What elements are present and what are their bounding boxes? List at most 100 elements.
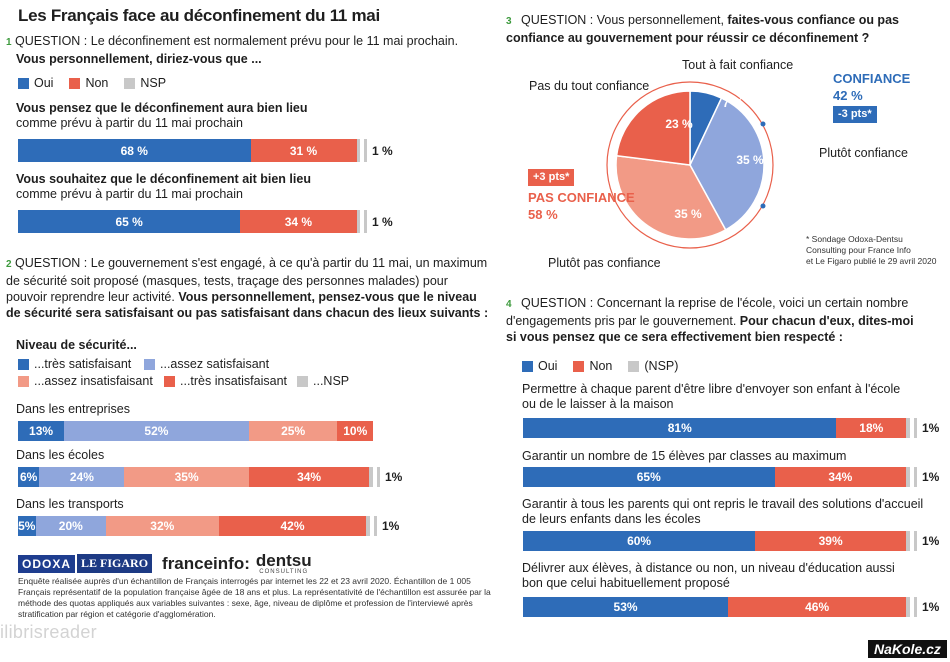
q2-item-3-tres-sat: 5% [18, 516, 36, 536]
page-title: Les Français face au déconfinement du 11… [18, 6, 380, 25]
pas-confiance-title: PAS CONFIANCE [528, 190, 635, 205]
q4-item-4-label: Délivrer aux élèves, à distance ou non, … [522, 561, 895, 590]
q1-item-1-non: 31 % [250, 139, 357, 162]
q2-item-2-label: Dans les écoles [16, 448, 105, 462]
q1-legend-nsp: NSP [124, 76, 166, 90]
q2-item-3-label: Dans les transports [16, 497, 124, 511]
q2-item-2-row: 6% 24% 35% 34% 1% [18, 467, 402, 487]
pie-ext-plutot-pas: Plutôt pas confiance [548, 256, 661, 270]
q4-item-4-oui: 53% [523, 597, 729, 617]
pie-slice-plutot [689, 97, 765, 231]
q3-bold: faites-vous confiance ou pas confiance a… [506, 13, 899, 45]
q2-bold: Vous personnellement, pensez-vous que le… [6, 290, 489, 320]
q2-item-3-bar: 5% 20% 32% 42% [18, 516, 370, 536]
q2-item-1-label: Dans les entreprises [16, 402, 130, 416]
q1-legend: Oui Non NSP [18, 76, 182, 90]
q4-item-4-row: 53% 46% 1% [523, 597, 939, 617]
figaro-logo: LE FIGARO [77, 554, 153, 573]
q4-item-4-non: 46% [728, 597, 907, 617]
q2-item-3-row: 5% 20% 32% 42% 1% [18, 516, 399, 536]
q2-item-2-nsp: 1% [373, 467, 402, 487]
q2-item-1-bar: 13% 52% 25% 10% [18, 421, 373, 441]
pie-ext-pas-du-tout: Pas du tout confiance [529, 79, 650, 93]
q4-item-1-row: 81% 18% 1% [523, 418, 939, 438]
q2-item-2-bar: 6% 24% 35% 34% [18, 467, 373, 487]
q4-item-2-oui: 65% [523, 467, 775, 487]
q1-item-2-label: Vous souhaitez que le déconfinement ait … [16, 172, 311, 201]
odoxa-logo: ODOXA [18, 554, 76, 573]
pas-confiance-value: 58 % [528, 207, 558, 222]
pie-label-plutot: 35 % [736, 153, 764, 167]
confiance-value: 42 % [833, 88, 863, 103]
q1-legend-non: Non [69, 76, 108, 90]
q2-item-2-tres-insat: 34% [248, 467, 370, 487]
confiance-delta: -3 pts* [833, 106, 877, 123]
q3-number: 3 [506, 16, 512, 27]
q1-item-2-nsp: 1 % [360, 210, 393, 233]
q4-item-3-non: 39% [755, 531, 907, 551]
q2-legend: ...très satisfaisant ...assez satisfaisa… [18, 357, 358, 388]
q2-item-1-assez-insat: 25% [248, 421, 338, 441]
q4-item-4-bar: 53% 46% [523, 597, 910, 617]
q4-item-2-label: Garantir un nombre de 15 élèves par clas… [522, 449, 847, 463]
q1-item-1-nsp-seg [356, 139, 360, 162]
q2-legend-title: Niveau de sécurité... [16, 338, 137, 352]
q4-question: 4 QUESTION : Concernant la reprise de l'… [506, 295, 926, 345]
q4-item-1-non: 18% [836, 418, 907, 438]
pie-slice-plutot-pas [615, 154, 727, 240]
pie-slice-pas-du-tout [615, 90, 691, 166]
q4-item-2-nsp: 1% [910, 467, 939, 487]
pie-outer-ring [606, 81, 774, 249]
pie-label-pas-du-tout: 23 % [665, 117, 693, 131]
q2-item-1-assez-sat: 52% [64, 421, 249, 441]
q4-item-3-oui: 60% [523, 531, 756, 551]
q4-item-1-nsp-seg [906, 418, 910, 438]
q3-pie: 7 % 35 % 35 % 23 % [606, 81, 774, 249]
q2-item-2-assez-sat: 24% [39, 467, 125, 487]
q4-legend-nsp: (NSP) [628, 359, 678, 373]
q2-item-2-nsp-seg [369, 467, 373, 487]
q1-item-1-nsp: 1 % [360, 139, 393, 162]
q2-text: QUESTION : Le gouvernement s'est engagé,… [6, 256, 488, 304]
q4-item-3-nsp: 1% [910, 531, 939, 551]
pas-confiance-delta: +3 pts* [528, 169, 575, 186]
methodology-footnote: Enquête réalisée auprès d'un échantillon… [18, 576, 491, 619]
pie-label-plutot-pas: 35 % [674, 207, 702, 221]
q2-item-3-nsp: 1% [370, 516, 399, 536]
q4-item-2-non: 34% [774, 467, 907, 487]
confiance-block: CONFIANCE 42 % -3 pts* [833, 70, 910, 123]
ring-dot-bottom [760, 203, 766, 209]
nakole-badge: NaKole.cz [868, 640, 947, 658]
q1-item-2-bar: 65 % 34 % [18, 210, 360, 233]
q1-item-1-bar: 68 % 31 % [18, 139, 360, 162]
q4-item-1-nsp: 1% [910, 418, 939, 438]
franceinfo-logo: franceinfo: [162, 553, 250, 573]
q2-item-3-assez-insat: 32% [105, 516, 219, 536]
q1-item-2-oui: 65 % [18, 210, 241, 233]
q1-number: 1 [6, 37, 12, 48]
q2-item-3-nsp-seg [366, 516, 370, 536]
q4-item-3-row: 60% 39% 1% [523, 531, 939, 551]
q1-item-1-row: 68 % 31 % 1 % [18, 139, 393, 162]
q1-text: QUESTION : Le déconfinement est normalem… [15, 34, 459, 48]
q1-item-2-row: 65 % 34 % 1 % [18, 210, 393, 233]
confiance-title: CONFIANCE [833, 71, 911, 86]
q4-number: 4 [506, 299, 512, 310]
q4-item-1-bar: 81% 18% [523, 418, 910, 438]
q4-item-2-row: 65% 34% 1% [523, 467, 939, 487]
q2-item-1-tres-insat: 10% [337, 421, 373, 441]
q2-item-1-row: 13% 52% 25% 10% [18, 421, 373, 441]
q3-footnote: * Sondage Odoxa-Dentsu Consulting pour F… [806, 234, 937, 266]
q1-question: 1 QUESTION : Le déconfinement est normal… [6, 33, 466, 67]
q2-item-2-assez-insat: 35% [124, 467, 249, 487]
q2-item-3-tres-insat: 42% [218, 516, 367, 536]
q4-item-4-nsp: 1% [910, 597, 939, 617]
q2-item-3-assez-sat: 20% [35, 516, 106, 536]
q1-bold: Vous personnellement, diriez-vous que ..… [16, 52, 262, 66]
watermark: ilibrisreader [0, 622, 97, 642]
pas-confiance-block: +3 pts* PAS CONFIANCE 58 % [528, 167, 635, 223]
q4-item-1-label: Permettre à chaque parent d'être libre d… [522, 382, 901, 411]
q4-legend-non: Non [573, 359, 612, 373]
q2-item-2-tres-sat: 6% [18, 467, 40, 487]
q1-legend-oui: Oui [18, 76, 53, 90]
